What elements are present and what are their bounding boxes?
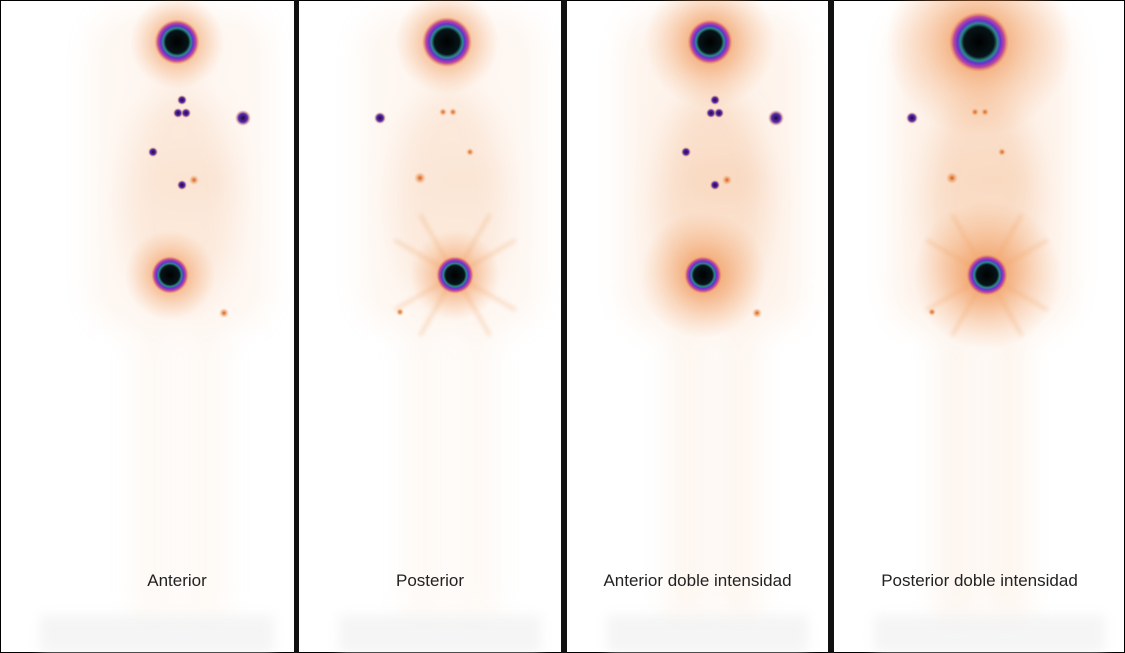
- focus: [219, 308, 229, 318]
- panel-label: Anterior: [147, 571, 207, 590]
- bed-shade: [874, 615, 1105, 653]
- focus: [414, 172, 426, 184]
- focus: [396, 308, 404, 316]
- bladder-hotspot: [436, 256, 474, 294]
- body-silhouette: [360, 10, 540, 620]
- leg: [405, 320, 443, 620]
- focus: [981, 108, 989, 116]
- focus: [768, 110, 784, 126]
- leg: [720, 320, 758, 620]
- divider: [561, 0, 567, 653]
- bed-shade: [607, 615, 808, 653]
- focus: [181, 108, 191, 118]
- divider: [828, 0, 834, 653]
- liver: [415, 158, 505, 202]
- focus: [177, 180, 187, 190]
- focus: [148, 147, 158, 157]
- panel-label: Anterior doble intensidad: [603, 571, 791, 590]
- focus: [752, 308, 762, 318]
- scan-panel: Anterior: [40, 0, 274, 653]
- focus: [722, 175, 732, 185]
- bladder-hotspot: [684, 256, 722, 294]
- focus: [714, 108, 724, 118]
- focus: [998, 148, 1006, 156]
- focus: [235, 110, 251, 126]
- focus: [189, 175, 199, 185]
- scan-panel: Posterior: [339, 0, 541, 653]
- focus: [971, 108, 979, 116]
- focus: [681, 147, 691, 157]
- focus: [906, 112, 918, 124]
- head-hotspot: [949, 12, 1009, 72]
- divider: [294, 0, 299, 653]
- leg: [668, 320, 706, 620]
- focus: [173, 108, 183, 118]
- focus: [449, 108, 457, 116]
- liver: [947, 158, 1037, 202]
- leg: [457, 320, 495, 620]
- focus: [374, 112, 386, 124]
- bladder-hotspot: [966, 254, 1008, 296]
- bed-shade: [40, 615, 274, 653]
- head-hotspot: [687, 19, 733, 65]
- panel-label: Posterior doble intensidad: [881, 571, 1078, 590]
- bed-shade: [339, 615, 541, 653]
- head-hotspot: [154, 19, 200, 65]
- focus: [946, 172, 958, 184]
- leg: [187, 320, 225, 620]
- focus: [177, 95, 187, 105]
- scan-panel: Posterior doble intensidad: [874, 0, 1105, 653]
- focus: [928, 308, 936, 316]
- head-hotspot: [422, 17, 472, 67]
- focus: [439, 108, 447, 116]
- focus: [710, 95, 720, 105]
- focus: [466, 148, 474, 156]
- leg: [937, 320, 975, 620]
- leg: [989, 320, 1027, 620]
- bladder-hotspot: [151, 256, 189, 294]
- focus: [706, 108, 716, 118]
- focus: [710, 180, 720, 190]
- panel-label: Posterior: [396, 571, 464, 590]
- panels: Anterior Posterior Anterior doble intensid…: [40, 0, 1105, 653]
- leg: [135, 320, 173, 620]
- scan-panel: Anterior doble intensidad: [603, 0, 808, 653]
